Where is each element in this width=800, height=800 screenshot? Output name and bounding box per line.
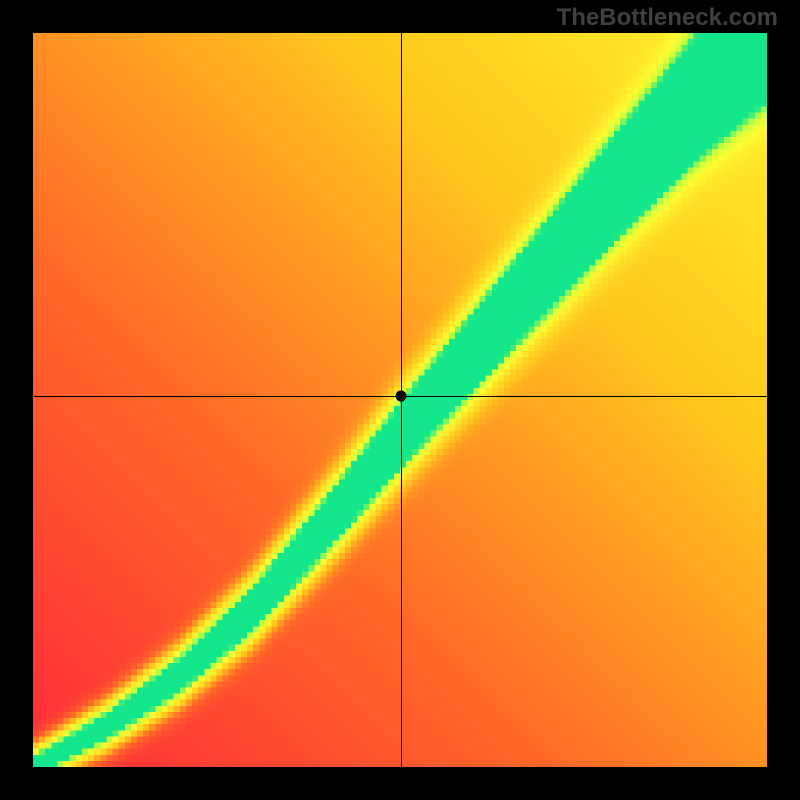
bottleneck-heatmap [33, 33, 767, 767]
marker-dot [396, 390, 407, 401]
watermark-text: TheBottleneck.com [557, 4, 778, 32]
